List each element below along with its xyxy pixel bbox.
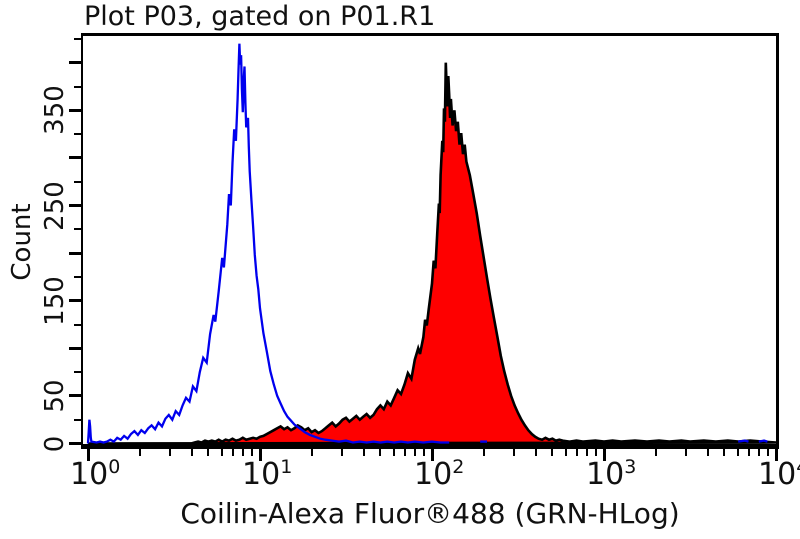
x-minor-tick [232, 449, 235, 456]
y-minor-tick [74, 85, 81, 88]
x-minor-tick [654, 449, 657, 456]
x-minor-tick [564, 449, 567, 456]
x-major-tick [602, 449, 606, 461]
x-tick-label: 103 [586, 456, 637, 492]
control-histogram-blue-baseline-dash [738, 439, 749, 443]
y-tick-label: 50 [40, 379, 70, 413]
y-tick-label: 350 [40, 85, 70, 136]
x-minor-tick [341, 449, 344, 456]
x-minor-tick [758, 449, 761, 456]
plot-top-spine [81, 33, 779, 36]
x-minor-tick [736, 449, 739, 456]
y-tick-label: 250 [40, 180, 70, 231]
y-minor-tick [74, 180, 81, 183]
x-minor-tick [207, 449, 210, 456]
x-minor-tick [595, 449, 598, 456]
x-minor-tick [220, 449, 223, 456]
control-histogram-blue-baseline-dash [758, 439, 768, 443]
x-minor-tick [748, 449, 751, 456]
plot-bottom-spine [81, 444, 779, 449]
x-axis-title: Coilin-Alexa Fluor®488 (GRN-HLog) [180, 497, 680, 530]
x-tick-label: 101 [242, 456, 293, 492]
x-minor-tick [310, 449, 313, 456]
x-minor-tick [482, 449, 485, 456]
x-minor-tick [379, 449, 382, 456]
x-minor-tick [723, 449, 726, 456]
x-major-tick [774, 449, 778, 461]
x-minor-tick [551, 449, 554, 456]
x-major-tick [86, 449, 90, 461]
x-tick-label: 100 [70, 456, 121, 492]
x-tick-label: 104 [758, 457, 800, 492]
x-minor-tick [242, 449, 245, 456]
y-major-tick [69, 251, 81, 255]
y-tick-label: 150 [40, 275, 70, 326]
x-minor-tick [706, 449, 709, 456]
y-minor-tick [74, 133, 81, 136]
y-minor-tick [74, 37, 81, 40]
y-major-tick [69, 61, 81, 65]
y-major-tick [69, 346, 81, 350]
x-minor-tick [685, 449, 688, 456]
y-major-tick [69, 204, 81, 207]
y-major-tick [69, 442, 81, 445]
x-minor-tick [138, 449, 141, 456]
x-major-tick [430, 449, 434, 461]
sample-histogram-red [87, 62, 777, 445]
plot-title: Plot P03, gated on P01.R1 [84, 1, 436, 32]
x-minor-tick [423, 449, 426, 456]
x-major-tick [258, 449, 262, 461]
y-major-tick [69, 156, 81, 160]
x-minor-tick [534, 449, 537, 456]
y-minor-tick [74, 228, 81, 231]
control-histogram-blue [86, 43, 450, 444]
x-tick-label: 102 [414, 456, 465, 492]
y-minor-tick [74, 418, 81, 421]
y-tick-label: 0 [40, 435, 70, 452]
x-minor-tick [414, 449, 417, 456]
plot-left-spine [81, 33, 83, 449]
histogram-svg [86, 43, 777, 445]
plot-right-spine [776, 33, 779, 449]
x-minor-tick [362, 449, 365, 456]
x-minor-tick [513, 449, 516, 456]
plot-area [83, 36, 778, 448]
y-major-tick [69, 299, 81, 303]
y-minor-tick [74, 275, 81, 278]
x-minor-tick [767, 449, 770, 456]
x-minor-tick [586, 449, 589, 456]
y-minor-tick [74, 371, 81, 374]
x-minor-tick [404, 449, 407, 456]
x-minor-tick [392, 449, 395, 456]
y-axis-title: Count [7, 203, 37, 281]
y-minor-tick [74, 323, 81, 326]
x-minor-tick [190, 449, 193, 456]
x-minor-tick [576, 449, 579, 456]
y-major-tick [69, 394, 81, 398]
x-minor-tick [169, 449, 172, 456]
x-minor-tick [251, 449, 254, 456]
y-major-tick [69, 108, 81, 112]
